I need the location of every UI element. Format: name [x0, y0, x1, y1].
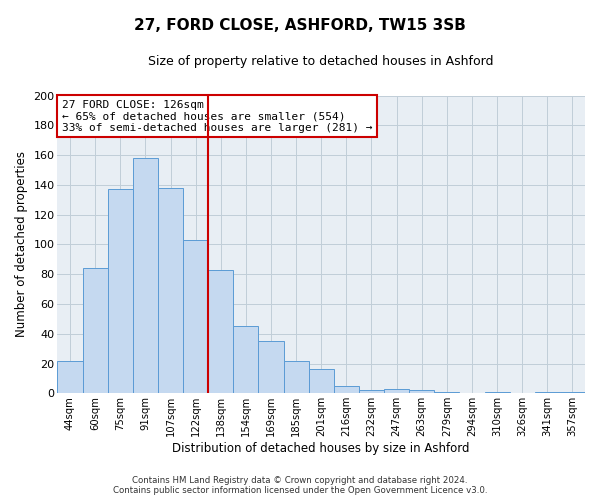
X-axis label: Distribution of detached houses by size in Ashford: Distribution of detached houses by size …: [172, 442, 470, 455]
Bar: [359, 390, 384, 394]
Bar: [108, 190, 133, 394]
Text: Contains HM Land Registry data © Crown copyright and database right 2024.
Contai: Contains HM Land Registry data © Crown c…: [113, 476, 487, 495]
Bar: [308, 370, 334, 394]
Bar: [434, 392, 460, 394]
Bar: [535, 392, 560, 394]
Bar: [409, 390, 434, 394]
Y-axis label: Number of detached properties: Number of detached properties: [15, 152, 28, 338]
Bar: [485, 392, 509, 394]
Bar: [158, 188, 183, 394]
Bar: [208, 270, 233, 394]
Text: 27 FORD CLOSE: 126sqm
← 65% of detached houses are smaller (554)
33% of semi-det: 27 FORD CLOSE: 126sqm ← 65% of detached …: [62, 100, 372, 133]
Bar: [384, 389, 409, 394]
Bar: [83, 268, 108, 394]
Bar: [284, 360, 308, 394]
Title: Size of property relative to detached houses in Ashford: Size of property relative to detached ho…: [148, 55, 494, 68]
Bar: [259, 341, 284, 394]
Text: 27, FORD CLOSE, ASHFORD, TW15 3SB: 27, FORD CLOSE, ASHFORD, TW15 3SB: [134, 18, 466, 32]
Bar: [183, 240, 208, 394]
Bar: [560, 392, 585, 394]
Bar: [233, 326, 259, 394]
Bar: [133, 158, 158, 394]
Bar: [334, 386, 359, 394]
Bar: [58, 360, 83, 394]
